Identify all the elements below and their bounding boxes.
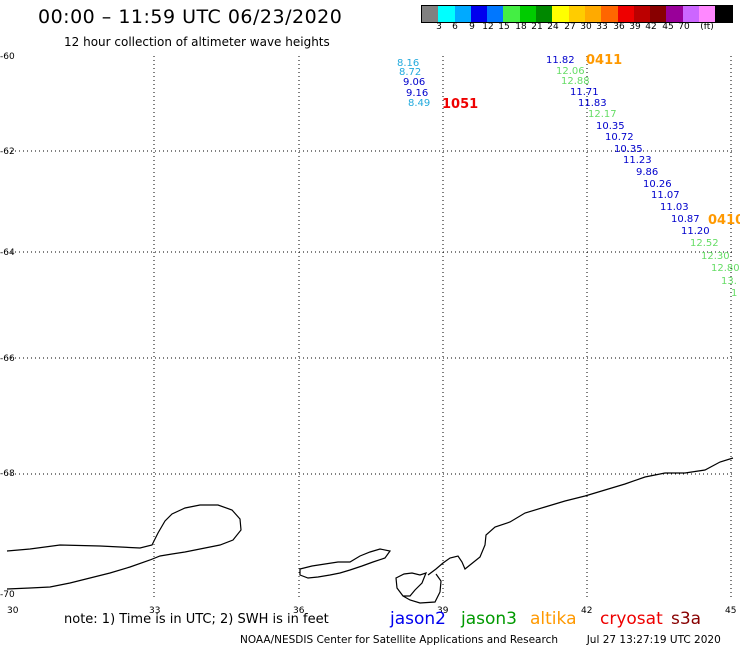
wave-height-value: 11.20	[681, 226, 710, 237]
pass-time-label: 0410	[708, 213, 740, 228]
legend-item: altika	[530, 609, 577, 629]
wave-height-value: 10.35	[614, 144, 643, 155]
colorbar-label: 15	[498, 22, 510, 32]
y-tick-label: -68	[0, 469, 15, 479]
colorbar-swatch	[699, 6, 716, 22]
wave-height-value: 9.86	[636, 167, 658, 178]
colorbar-swatch	[650, 6, 667, 22]
colorbar-label: 27	[564, 22, 576, 32]
x-tick-label: 30	[7, 606, 19, 616]
colorbar-swatch	[552, 6, 569, 22]
colorbar-label: 42	[645, 22, 657, 32]
x-tick-label: 45	[725, 606, 736, 616]
colorbar-label: 33	[596, 22, 608, 32]
generated-timestamp: Jul 27 13:27:19 UTC 2020	[586, 634, 721, 646]
colorbar-label: 12	[482, 22, 494, 32]
colorbar-swatch	[633, 6, 651, 22]
colorbar-swatch	[682, 6, 700, 22]
colorbar-label: 36	[613, 22, 625, 32]
wave-height-value: 11.83	[578, 98, 607, 109]
colorbar-swatch	[715, 6, 732, 22]
colorbar-label: 9	[469, 22, 475, 32]
colorbar-label: 21	[531, 22, 543, 32]
pass-time-label: 0411	[586, 53, 622, 68]
legend-item: jason2	[390, 609, 446, 629]
wave-height-value: 11.03	[660, 202, 689, 213]
colorbar-label: 70	[678, 22, 690, 32]
credit-line: NOAA/NESDIS Center for Satellite Applica…	[240, 634, 721, 646]
x-tick-label: 42	[581, 606, 592, 616]
wave-height-value: 12.30	[701, 251, 730, 262]
y-tick-label: -60	[0, 52, 15, 62]
legend-item: cryosat	[600, 609, 663, 629]
colorbar-swatch	[470, 6, 488, 22]
y-tick-label: -70	[0, 590, 15, 600]
colorbar-label: 3	[436, 22, 442, 32]
wave-height-value: 8.16	[397, 58, 419, 69]
colorbar-swatch	[422, 6, 439, 22]
pass-time-labels: 1051 0411 0410	[442, 53, 740, 228]
colorbar-label: 39	[629, 22, 641, 32]
wave-height-value: 10.35	[596, 121, 625, 132]
axis-ticks: 30 33 36 39 42 45 -60 -62 -64 -66 -68 -70	[0, 52, 736, 616]
wave-height-value: 11.71	[570, 87, 599, 98]
legend-item: jason3	[461, 609, 517, 629]
colorbar	[421, 5, 733, 23]
wave-height-value: 10.72	[605, 132, 634, 143]
credit-text: NOAA/NESDIS Center for Satellite Applica…	[240, 634, 558, 646]
legend-item: s3a	[671, 609, 702, 629]
x-tick-label: 36	[293, 606, 305, 616]
wave-height-value: 12.88	[561, 76, 590, 87]
colorbar-swatch	[503, 6, 520, 22]
wave-height-value: 8.49	[408, 98, 430, 109]
track-b-observations: 11.8212.0612.8811.7111.8312.1710.3510.72…	[546, 55, 740, 299]
map-title: 00:00 – 11:59 UTC 06/23/2020	[38, 6, 343, 28]
colorbar-label: 24	[547, 22, 559, 32]
colorbar-label: 18	[515, 22, 527, 32]
wave-height-value: 11.07	[651, 190, 680, 201]
wave-height-value: 12.06	[556, 66, 585, 77]
wave-height-value: 12.52	[690, 238, 719, 249]
map-subtitle: 12 hour collection of altimeter wave hei…	[64, 35, 330, 49]
colorbar-swatch	[519, 6, 537, 22]
units-note: note: 1) Time is in UTC; 2) SWH is in fe…	[64, 612, 329, 627]
wave-height-value: 12.17	[588, 109, 617, 120]
wave-height-value: 9.06	[403, 77, 425, 88]
x-tick-label: 33	[149, 606, 160, 616]
wave-height-value: 11.23	[623, 155, 652, 166]
wave-height-value: 13.	[721, 276, 737, 287]
lat-lon-grid	[7, 56, 733, 600]
y-tick-label: -62	[0, 147, 15, 157]
colorbar-swatch	[454, 6, 471, 22]
colorbar-label: 30	[580, 22, 592, 32]
wave-height-value: 11.82	[546, 55, 575, 66]
y-tick-label: -64	[0, 248, 15, 258]
colorbar-swatch	[568, 6, 585, 22]
wave-height-value: 10.87	[671, 214, 700, 225]
wave-height-value: 8.72	[399, 67, 421, 78]
colorbar-label: 45	[662, 22, 674, 32]
wave-height-value: 12.80	[711, 263, 740, 274]
colorbar-swatch	[617, 6, 634, 22]
colorbar-labels: 3 6 9 12 15 18 21 24 27 30 33 36 39 42 45 70 (ft)	[421, 22, 731, 34]
colorbar-swatch	[487, 6, 504, 22]
pass-time-label: 1051	[442, 97, 478, 112]
colorbar-swatch	[536, 6, 553, 22]
colorbar-swatch	[438, 6, 455, 22]
track-a-observations: 8.168.729.069.168.49	[397, 58, 430, 109]
colorbar-swatch	[601, 6, 618, 22]
colorbar-swatch	[666, 6, 683, 22]
wave-height-value: 9.16	[406, 88, 428, 99]
wave-height-value: 1	[731, 288, 737, 299]
y-tick-label: -66	[0, 354, 15, 364]
x-tick-label: 39	[437, 606, 449, 616]
colorbar-unit: (ft)	[700, 22, 714, 32]
wave-height-value: 10.26	[643, 179, 672, 190]
colorbar-label: 6	[452, 22, 458, 32]
colorbar-swatch	[584, 6, 602, 22]
antarctic-coastline	[6, 457, 734, 604]
